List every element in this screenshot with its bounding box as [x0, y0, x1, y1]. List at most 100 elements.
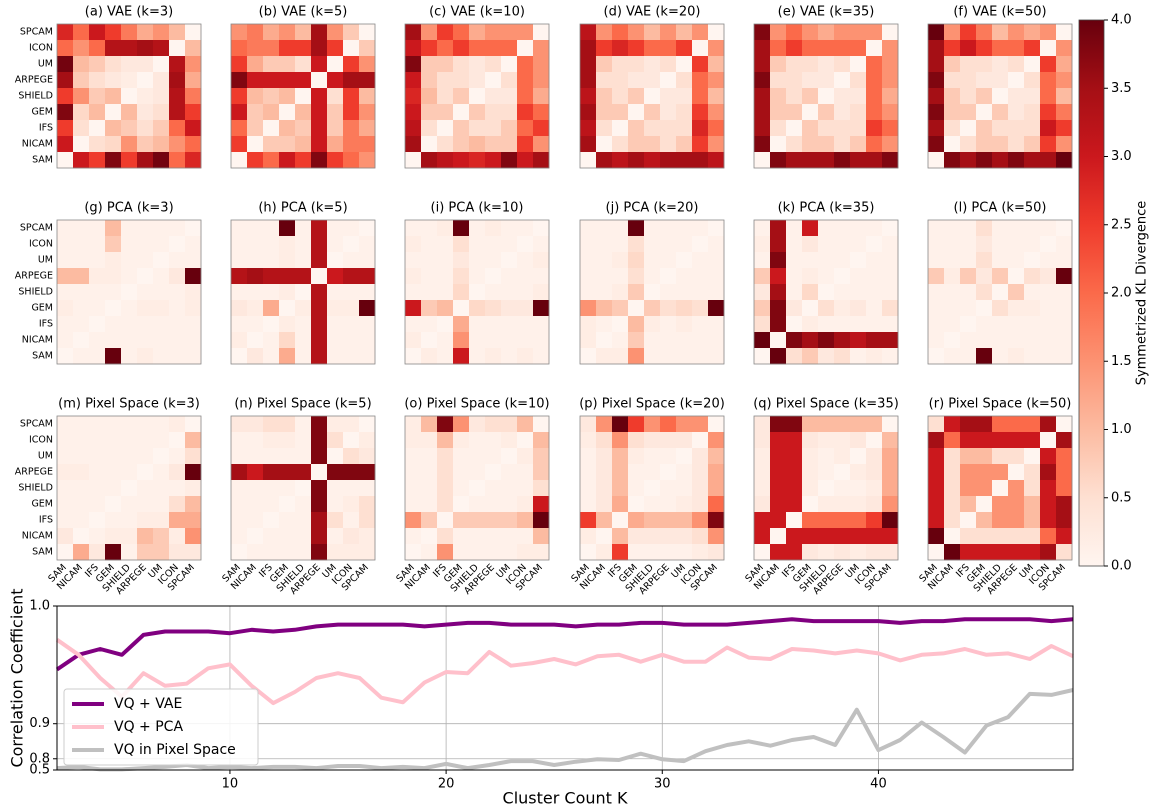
heatmap-cell: [1056, 152, 1073, 169]
heatmap-cell: [960, 104, 977, 121]
heatmap-cell: [1056, 464, 1073, 481]
heatmap-cell: [866, 88, 883, 105]
heatmap-cell: [169, 236, 186, 253]
heatmap-cell: [786, 120, 803, 137]
heatmap-cell: [73, 88, 90, 105]
heatmap-cell: [89, 496, 106, 513]
heatmap-cell: [263, 496, 280, 513]
heatmap-cell: [57, 496, 74, 513]
heatmap-cell: [153, 252, 170, 269]
heatmap-cell: [580, 348, 597, 365]
heatmap-cell: [660, 544, 677, 561]
heatmap-cell: [311, 512, 328, 529]
heatmap-cell: [882, 348, 899, 365]
heatmap-cell: [169, 120, 186, 137]
heatmap-cell: [866, 40, 883, 57]
heatmap-cell: [612, 120, 629, 137]
heatmap-cell: [644, 56, 661, 73]
heatmap-cell: [517, 284, 534, 301]
heatmap-cell: [692, 24, 709, 41]
heatmap-cell: [580, 88, 597, 105]
heatmap-cell: [453, 268, 470, 285]
heatmap-cell: [1008, 432, 1025, 449]
heatmap-cell: [1024, 448, 1041, 465]
heatmap-cell: [437, 528, 454, 545]
heatmap-cell: [770, 72, 787, 89]
heatmap-cell: [960, 528, 977, 545]
heatmap-cell: [73, 512, 90, 529]
heatmap-cell: [57, 544, 74, 561]
heatmap-cell: [185, 136, 202, 153]
heatmap-cell: [754, 72, 771, 89]
heatmap-cell: [327, 152, 344, 169]
heatmap-cell: [1008, 416, 1025, 433]
heatmap-cell: [533, 496, 550, 513]
heatmap-cell: [295, 480, 312, 497]
heatmap-cell: [137, 56, 154, 73]
heatmap-cell: [976, 40, 993, 57]
heatmap-cell: [1056, 416, 1073, 433]
heatmap-cell: [612, 236, 629, 253]
heatmap-cell: [708, 416, 725, 433]
heatmap-cell: [469, 316, 486, 333]
heatmap-cell: [786, 464, 803, 481]
heatmap-cell: [231, 544, 248, 561]
heatmap-cell: [185, 512, 202, 529]
heatmap-cell: [834, 316, 851, 333]
heatmap-cell: [405, 152, 422, 169]
heatmap-cell: [1024, 432, 1041, 449]
heatmap-cell: [802, 72, 819, 89]
heatmap-cell: [231, 136, 248, 153]
heatmap-cell: [57, 136, 74, 153]
panel-frame: [579, 23, 725, 169]
heatmap-cell: [421, 252, 438, 269]
panel-frame: [404, 415, 550, 561]
heatmap-cell: [644, 300, 661, 317]
heatmap-cell: [295, 220, 312, 237]
heatmap-cell: [421, 152, 438, 169]
heatmap-cell: [73, 24, 90, 41]
heatmap-cell: [644, 512, 661, 529]
heatmap-cell: [1040, 284, 1057, 301]
heatmap-cell: [770, 268, 787, 285]
heatmap-cell: [121, 136, 138, 153]
heatmap-cell: [359, 348, 376, 365]
heatmap-cell: [692, 220, 709, 237]
heatmap-cell: [105, 512, 122, 529]
heatmap-cell: [596, 448, 613, 465]
heatmap-cell: [580, 480, 597, 497]
heatmap-cell: [485, 136, 502, 153]
heatmap-cell: [421, 496, 438, 513]
heatmap-cell: [992, 152, 1009, 169]
heatmap-cell: [137, 300, 154, 317]
heatmap-cell: [437, 432, 454, 449]
heatmap-cell: [153, 56, 170, 73]
heatmap-cell: [359, 496, 376, 513]
heatmap-cell: [169, 464, 186, 481]
heatmap-cell: [453, 528, 470, 545]
heatmap-cell: [708, 104, 725, 121]
heatmap-cell: [437, 300, 454, 317]
heatmap-cell: [976, 120, 993, 137]
heatmap-cell: [501, 24, 518, 41]
heatmap-cell: [992, 136, 1009, 153]
heatmap-cell: [137, 528, 154, 545]
heatmap-cell: [976, 56, 993, 73]
heatmap-cell: [153, 152, 170, 169]
heatmap-cell: [247, 284, 264, 301]
heatmap-cell: [279, 316, 296, 333]
y-tick-label: SPCAM: [20, 223, 53, 234]
heatmap-cell: [121, 496, 138, 513]
heatmap-cell: [692, 152, 709, 169]
heatmap-cell: [247, 480, 264, 497]
heatmap-cell: [628, 512, 645, 529]
heatmap-cell: [89, 332, 106, 349]
heatmap-cell: [818, 120, 835, 137]
heatmap-cell: [311, 24, 328, 41]
heatmap-cell: [185, 332, 202, 349]
heatmap-cell: [580, 40, 597, 57]
heatmap-cell: [596, 120, 613, 137]
heatmap-cell: [596, 480, 613, 497]
heatmap-cell: [976, 544, 993, 561]
heatmap-cell: [279, 512, 296, 529]
